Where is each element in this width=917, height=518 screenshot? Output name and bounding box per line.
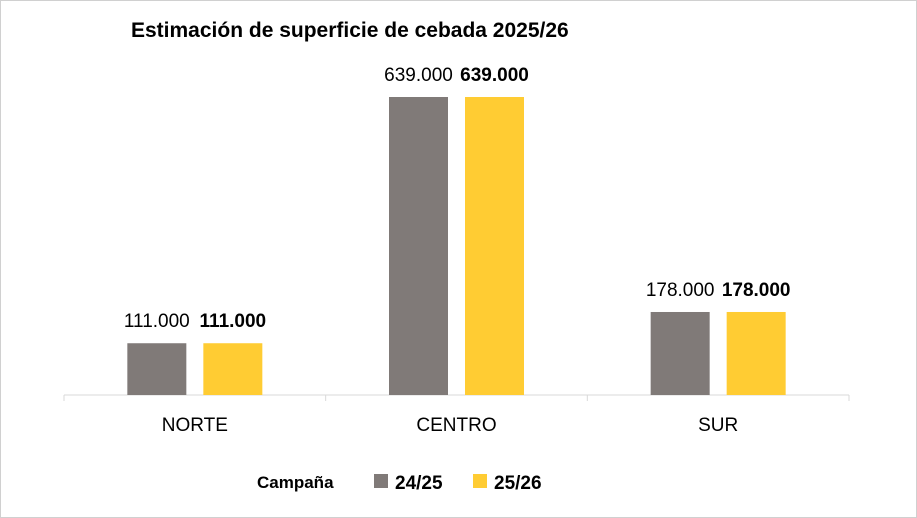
legend-swatch bbox=[473, 474, 487, 488]
bar bbox=[127, 343, 187, 395]
legend-label: 25/26 bbox=[494, 473, 542, 494]
data-label: 639.000 bbox=[384, 65, 453, 86]
bar bbox=[203, 343, 263, 395]
data-label: 111.000 bbox=[124, 311, 190, 332]
data-labels-layer: 111.000 111.000 639.000 639.000 178.000 178.0… bbox=[124, 65, 791, 332]
x-tick-label: SUR bbox=[698, 415, 738, 436]
bar bbox=[726, 311, 786, 395]
bar bbox=[465, 97, 524, 395]
bars-layer bbox=[127, 97, 786, 395]
bar bbox=[389, 97, 448, 395]
x-tick-label: CENTRO bbox=[416, 415, 496, 436]
data-label: 178.000 bbox=[722, 280, 791, 301]
legend: Campaña 24/25 25/26 bbox=[257, 473, 542, 494]
data-label: 178.000 bbox=[646, 280, 715, 301]
data-label: 111.000 bbox=[200, 311, 267, 332]
legend-swatch bbox=[374, 474, 388, 488]
legend-label: 24/25 bbox=[395, 473, 443, 494]
x-axis: NORTE CENTRO SUR bbox=[63, 394, 850, 436]
bar bbox=[650, 311, 710, 395]
legend-title: Campaña bbox=[257, 473, 334, 492]
chart-title: Estimación de superficie de cebada 2025/… bbox=[131, 19, 569, 42]
x-tick-label: NORTE bbox=[162, 415, 228, 436]
data-label: 639.000 bbox=[460, 65, 529, 86]
